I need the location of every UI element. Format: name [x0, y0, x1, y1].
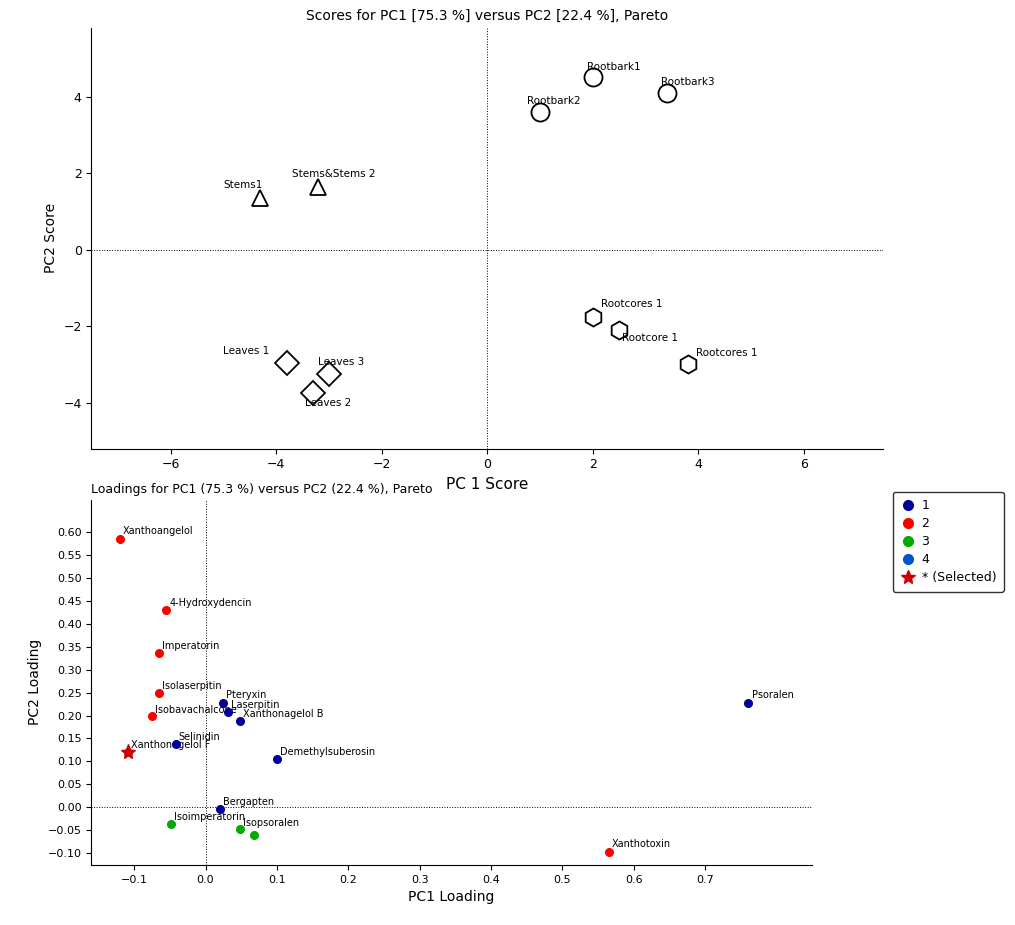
Text: Rootbark1: Rootbark1: [588, 62, 641, 72]
Text: Isopsoralen: Isopsoralen: [243, 818, 298, 828]
Text: Leaves 1: Leaves 1: [223, 346, 270, 355]
Text: Isolaserpitin: Isolaserpitin: [162, 681, 221, 691]
Text: Loadings for PC1 (75.3 %) versus PC2 (22.4 %), Pareto: Loadings for PC1 (75.3 %) versus PC2 (22…: [91, 483, 432, 496]
Text: Rootbark3: Rootbark3: [662, 77, 715, 87]
Text: Xanthotoxin: Xanthotoxin: [611, 839, 671, 849]
Text: Psoralen: Psoralen: [752, 690, 794, 700]
X-axis label: PC 1 Score: PC 1 Score: [446, 477, 529, 492]
Text: Bergapten: Bergapten: [222, 796, 274, 807]
Text: Xanthoangelol: Xanthoangelol: [123, 526, 194, 536]
Text: Rootcores 1: Rootcores 1: [695, 348, 757, 358]
Text: Rootcores 1: Rootcores 1: [601, 299, 662, 309]
Text: Imperatorin: Imperatorin: [162, 641, 219, 651]
Text: Xanthonagelol B: Xanthonagelol B: [243, 709, 323, 719]
Text: Stems1: Stems1: [223, 180, 263, 191]
X-axis label: PC1 Loading: PC1 Loading: [408, 890, 495, 904]
Y-axis label: PC2 Score: PC2 Score: [44, 204, 58, 273]
Text: Leaves 2: Leaves 2: [306, 399, 351, 409]
Text: Demethylsuberosin: Demethylsuberosin: [280, 746, 375, 757]
Text: Stems&Stems 2: Stems&Stems 2: [292, 169, 376, 179]
Text: 4-Hydroxydencin: 4-Hydroxydencin: [170, 598, 252, 608]
Text: Isoimperatorin: Isoimperatorin: [175, 811, 246, 821]
Text: Xanthonagelol F: Xanthonagelol F: [131, 739, 211, 749]
Text: Rootcore 1: Rootcore 1: [622, 333, 678, 343]
Text: Pteryxin: Pteryxin: [226, 690, 267, 700]
Text: Rootbark2: Rootbark2: [527, 96, 581, 106]
Title: Scores for PC1 [75.3 %] versus PC2 [22.4 %], Pareto: Scores for PC1 [75.3 %] versus PC2 [22.4…: [307, 8, 668, 22]
Text: Leaves 3: Leaves 3: [319, 357, 364, 367]
Text: Selinidin: Selinidin: [179, 732, 220, 742]
Y-axis label: PC2 Loading: PC2 Loading: [28, 639, 42, 725]
Text: Isobavachalcone: Isobavachalcone: [155, 705, 236, 715]
Legend: 1, 2, 3, 4, * (Selected): 1, 2, 3, 4, * (Selected): [893, 492, 1004, 592]
Text: Laserpitin: Laserpitin: [231, 699, 280, 709]
